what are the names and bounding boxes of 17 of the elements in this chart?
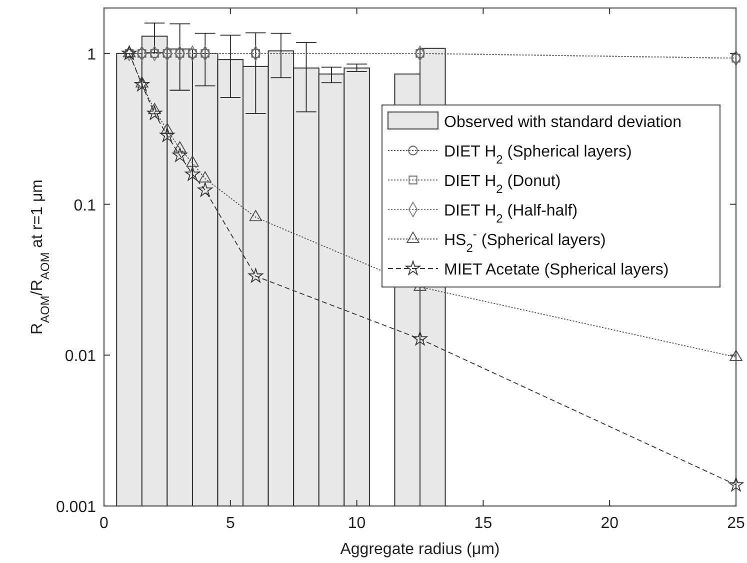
y-tick-label: 0.1 xyxy=(74,197,96,214)
x-tick-label: 20 xyxy=(600,515,619,532)
y-tick-label: 0.001 xyxy=(56,499,96,516)
x-axis-title: Aggregate radius (μm) xyxy=(340,541,500,558)
legend-label: DIET H$_{2}$ (Half-half) xyxy=(444,202,578,226)
legend-label: HS$_{2}$$^{-}$ (Spherical layers) xyxy=(444,227,606,255)
x-tick-label: 0 xyxy=(100,515,109,532)
legend-label: MIET Acetate (Spherical layers) xyxy=(444,262,669,278)
x-tick-label: 5 xyxy=(226,515,235,532)
x-tick-label: 10 xyxy=(348,515,366,532)
x-tick-label: 15 xyxy=(474,515,492,532)
legend-label: DIET H$_{2}$ (Spherical layers) xyxy=(444,144,632,166)
x-tick-label: 25 xyxy=(727,515,745,532)
y-tick-label: 1 xyxy=(87,46,96,64)
legend-label: DIET H$_{2}$ (Donut) xyxy=(444,173,561,196)
y-tick-label: 0.01 xyxy=(64,348,96,366)
legend-label: Observed with standard deviation xyxy=(444,114,682,131)
